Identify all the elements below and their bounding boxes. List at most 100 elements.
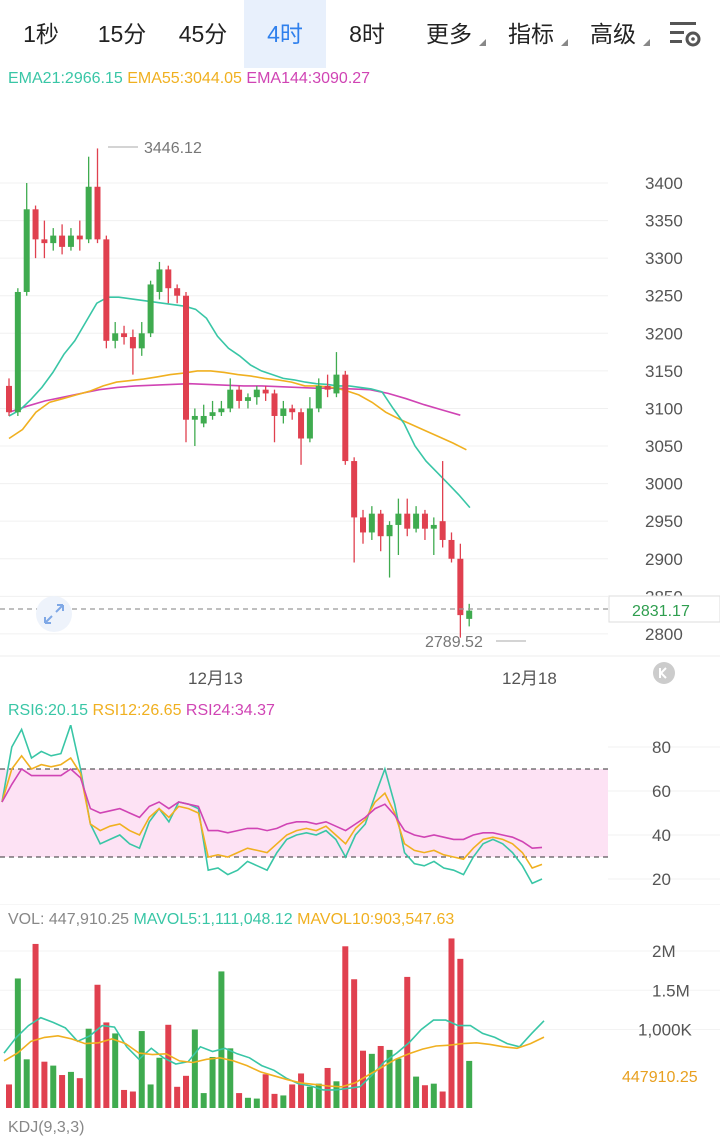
volume-bar (112, 1033, 119, 1108)
tab-4h[interactable]: 4时 (244, 0, 326, 68)
candle-body (324, 385, 331, 390)
low-price-label: 2789.52 (425, 634, 483, 651)
volume-bar (421, 1085, 428, 1108)
y-tick-label: 20 (652, 870, 671, 889)
volume-bar (298, 1073, 305, 1108)
candle-body (50, 235, 57, 244)
y-tick-label: 3400 (645, 174, 683, 193)
y-tick-label: 3150 (645, 362, 683, 381)
candle-body (377, 513, 384, 537)
mavol10-label: MAVOL10:903,547.63 (297, 911, 455, 928)
volume-bar (413, 1076, 420, 1108)
y-tick-label: 2800 (645, 625, 683, 644)
volume-bar (333, 1081, 340, 1108)
tab-15m[interactable]: 15分 (97, 21, 147, 47)
y-tick-label: 1.5M (652, 981, 690, 1000)
candle-body (457, 558, 464, 616)
y-tick-label: 2M (652, 942, 676, 961)
candle-body (218, 408, 225, 413)
candle-body (165, 269, 172, 289)
volume-bar (129, 1091, 136, 1108)
candle-body (6, 385, 12, 413)
volume-bar (227, 1048, 234, 1108)
volume-bar (342, 946, 349, 1108)
y-tick-label: 3000 (645, 475, 683, 494)
tab-1s[interactable]: 1秒 (23, 21, 59, 47)
tab-more[interactable]: 更多 (408, 0, 490, 68)
volume-bar (306, 1086, 313, 1108)
rsi-legend: RSI6:20.15 RSI12:26.65 RSI24:34.37 (8, 702, 275, 720)
y-tick-label: 40 (652, 826, 671, 845)
last-volume-tag-bg (609, 1063, 720, 1089)
candle-body (280, 408, 287, 416)
volume-bar (457, 958, 464, 1108)
candle-body (448, 539, 455, 559)
candle-body (129, 337, 136, 349)
volume-bar (23, 1059, 30, 1108)
candle-body (121, 333, 128, 338)
volume-bar (439, 1091, 446, 1108)
tab-8h[interactable]: 8时 (349, 21, 385, 47)
volume-bar (360, 1050, 366, 1108)
y-tick-label: 2900 (645, 550, 683, 569)
ema-legend: EMA21:2966.15 EMA55:3044.05 EMA144:3090.… (8, 70, 370, 88)
mavol10-line (3, 1034, 545, 1088)
candle-body (368, 513, 375, 533)
chart-settings-icon[interactable] (668, 18, 702, 50)
dropdown-triangle-icon (479, 39, 486, 46)
volume-bar (430, 1083, 437, 1108)
candle-body (85, 186, 92, 240)
last-price-tag: 2831.17 (632, 603, 690, 620)
volume-bar (244, 1097, 251, 1108)
volume-bar (165, 1024, 172, 1108)
y-tick-label: 3250 (645, 287, 683, 306)
candle-body (14, 291, 21, 413)
rsi6-label: RSI6:20.15 (8, 702, 89, 719)
candle-body (103, 239, 110, 341)
volume-bar (200, 1093, 207, 1108)
kdj-legend: KDJ(9,3,3) (8, 1119, 85, 1136)
volume-bar (289, 1084, 296, 1108)
volume-bar (59, 1075, 66, 1108)
volume-bar (315, 1083, 322, 1108)
x-tick-label: 12月13 (188, 669, 243, 688)
rsi-chart[interactable]: 80 60 40 20 (0, 725, 720, 905)
tab-advanced[interactable]: 高级 (572, 0, 654, 68)
dropdown-triangle-icon (561, 39, 568, 46)
ema21-label: EMA21:2966.15 (8, 70, 123, 87)
candle-body (395, 513, 402, 525)
candle-body (342, 374, 349, 462)
expand-arrows-icon[interactable] (36, 596, 72, 632)
y-tick-label: 3100 (645, 399, 683, 418)
ema55-line (8, 370, 467, 451)
y-tick-label: 2950 (645, 512, 683, 531)
candle-body (386, 524, 393, 537)
rsi12-line (1, 754, 543, 869)
volume-bar (466, 1060, 473, 1108)
volume-bar (404, 976, 411, 1108)
volume-bar (368, 1053, 375, 1108)
volume-chart[interactable]: 2M 1.5M 1,000K 447910.25 (0, 925, 720, 1115)
candle-body (289, 408, 296, 413)
tab-advanced-label: 高级 (590, 21, 636, 47)
tab-indicators-label: 指标 (508, 21, 554, 47)
candle-body (183, 295, 189, 420)
volume-bar (174, 1086, 181, 1108)
ema21-line (8, 296, 471, 509)
volume-bar (218, 971, 225, 1108)
skip-to-latest-icon[interactable] (653, 662, 675, 684)
candle-body (236, 389, 243, 401)
candlestick-chart[interactable]: 3400 3350 3300 3250 3200 3150 3100 3050 3000 2950… (0, 95, 720, 695)
y-tick-label: 3300 (645, 249, 683, 268)
candle-body (32, 209, 39, 240)
volume-bar (324, 1067, 331, 1108)
candle-body (315, 385, 322, 409)
tab-45m[interactable]: 45分 (178, 21, 228, 47)
y-tick-label: 3050 (645, 437, 683, 456)
volume-bar (32, 943, 39, 1108)
candle-body (94, 186, 101, 240)
tab-indicators[interactable]: 指标 (490, 0, 572, 68)
rsi6-line (1, 725, 543, 885)
volume-bar (14, 978, 21, 1108)
candle-body (262, 389, 269, 394)
